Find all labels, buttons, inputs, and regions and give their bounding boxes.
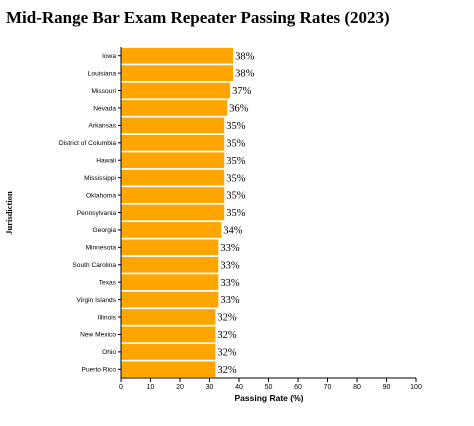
- bar-georgia: [121, 222, 222, 238]
- category-label-arkansas: Arkansas: [89, 123, 117, 130]
- value-label-oklahoma: 35%: [226, 191, 246, 202]
- bar-ohio: [121, 344, 216, 360]
- value-label-arkansas: 35%: [226, 121, 246, 132]
- value-label-georgia: 34%: [223, 226, 243, 237]
- category-label-oklahoma: Oklahoma: [86, 192, 116, 199]
- x-tick-label: 70: [324, 384, 332, 391]
- x-tick-label: 60: [294, 384, 302, 391]
- bar-missouri: [121, 82, 231, 99]
- category-label-illinois: Illinois: [98, 314, 117, 321]
- value-label-louisiana: 38%: [235, 69, 255, 80]
- category-label-puerto-rico: Puerto Rico: [82, 367, 117, 374]
- category-label-district-of-columbia: District of Columbia: [59, 140, 116, 147]
- category-label-louisiana: Louisiana: [88, 70, 117, 77]
- x-tick-label: 80: [353, 384, 361, 391]
- bar-virgin-islands: [121, 291, 219, 308]
- bar-nevada: [121, 100, 228, 116]
- value-label-minnesota: 33%: [220, 243, 240, 254]
- bar-pennsylvania: [121, 204, 225, 221]
- value-label-illinois: 32%: [217, 313, 237, 324]
- category-label-ohio: Ohio: [102, 349, 116, 356]
- axis-layer: Iowa Louisiana Missouri Nevada Arkansas Distr…: [59, 47, 422, 391]
- category-label-texas: Texas: [99, 279, 117, 286]
- x-tick-label: 50: [265, 384, 273, 391]
- x-tick-label: 10: [147, 384, 155, 391]
- value-label-nevada: 36%: [229, 104, 249, 115]
- bar-oklahoma: [121, 187, 225, 203]
- bar-texas: [121, 274, 219, 291]
- value-label-mississippi: 35%: [226, 173, 246, 184]
- category-label-iowa: Iowa: [102, 53, 116, 60]
- x-tick-label: 90: [383, 384, 391, 391]
- category-label-minnesota: Minnesota: [86, 245, 117, 252]
- category-label-mississippi: Mississippi: [84, 175, 116, 182]
- value-label-missouri: 37%: [232, 86, 252, 97]
- bar-arkansas: [121, 117, 225, 134]
- category-label-south-carolina: South Carolina: [72, 262, 116, 269]
- value-label-south-carolina: 33%: [220, 260, 240, 271]
- value-label-virgin-islands: 33%: [220, 295, 240, 306]
- category-label-new-mexico: New Mexico: [80, 332, 116, 339]
- value-label-iowa: 38%: [235, 51, 255, 62]
- x-tick-label: 40: [235, 384, 243, 391]
- value-label-ohio: 32%: [217, 347, 237, 358]
- x-tick-label: 100: [410, 384, 422, 391]
- bar-new-mexico: [121, 326, 216, 343]
- bar-district-of-columbia: [121, 134, 225, 151]
- value-label-district-of-columbia: 35%: [226, 138, 246, 149]
- bar-puerto-rico: [121, 361, 216, 378]
- category-label-pennsylvania: Pennsylvania: [77, 210, 117, 217]
- y-axis-title: Jurisdiction: [4, 191, 14, 235]
- bar-mississippi: [121, 169, 225, 186]
- chart-title: Mid-Range Bar Exam Repeater Passing Rate…: [6, 8, 390, 27]
- bar-hawaii: [121, 152, 225, 169]
- bar-iowa: [121, 47, 234, 64]
- value-label-texas: 33%: [220, 278, 240, 289]
- bar-illinois: [121, 309, 216, 325]
- x-tick-label: 0: [119, 384, 123, 391]
- bar-louisiana: [121, 65, 234, 81]
- category-label-missouri: Missouri: [91, 88, 116, 95]
- category-label-hawaii: Hawaii: [96, 158, 116, 165]
- value-label-puerto-rico: 32%: [217, 365, 237, 376]
- bars-layer: 38% 38% 37% 36% 35% 35% 35% 35% 35% 35% 34% 33% 33% 3…: [121, 47, 255, 378]
- category-label-georgia: Georgia: [93, 227, 117, 234]
- category-label-nevada: Nevada: [93, 105, 116, 112]
- bar-south-carolina: [121, 256, 219, 273]
- x-tick-label: 30: [206, 384, 214, 391]
- value-label-new-mexico: 32%: [217, 330, 237, 341]
- x-tick-label: 20: [176, 384, 184, 391]
- bar-minnesota: [121, 239, 219, 256]
- x-axis-title: Passing Rate (%): [235, 393, 304, 403]
- value-label-pennsylvania: 35%: [226, 208, 246, 219]
- category-label-virgin-islands: Virgin Islands: [77, 297, 117, 304]
- value-label-hawaii: 35%: [226, 156, 246, 167]
